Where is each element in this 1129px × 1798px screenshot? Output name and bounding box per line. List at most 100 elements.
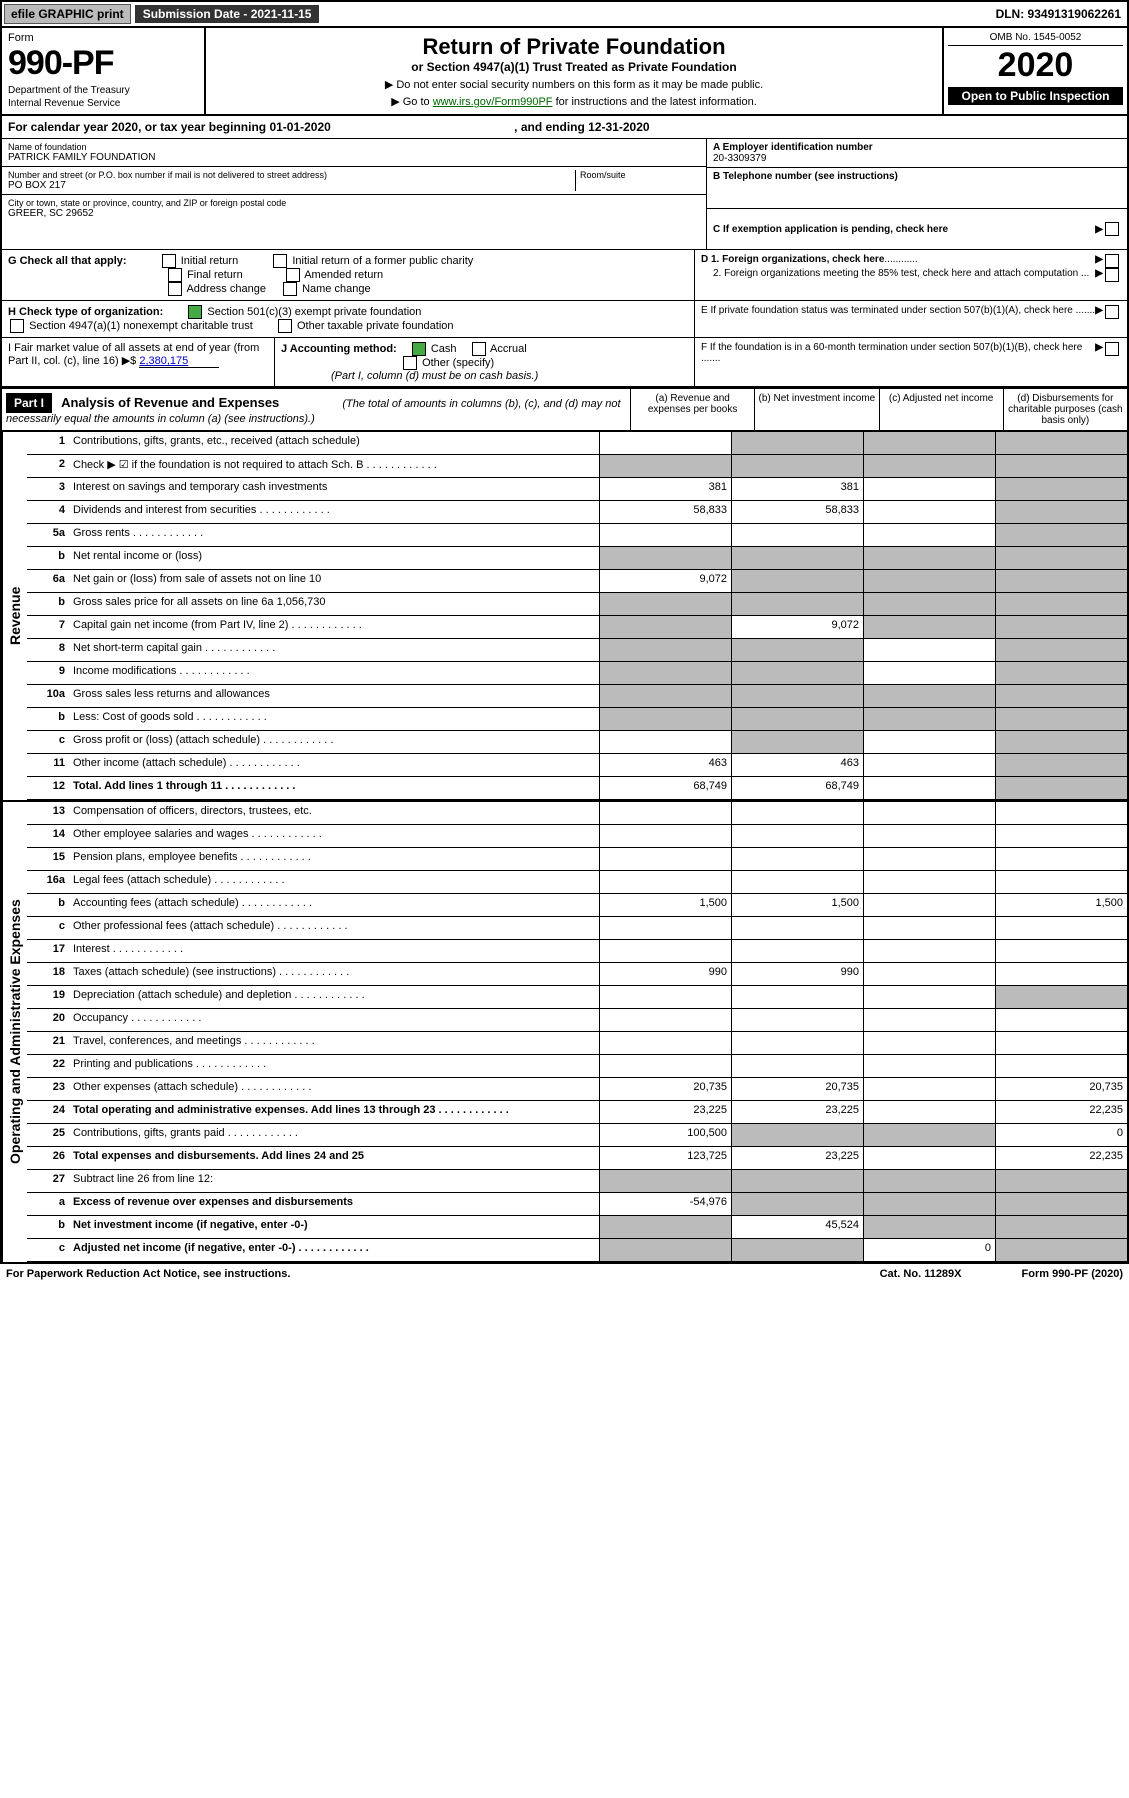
amount-cell [863,1170,995,1192]
d1-checkbox[interactable] [1105,254,1119,268]
amount-cell: 58,833 [731,501,863,523]
amount-cell [995,917,1127,939]
foundation-name-cell: Name of foundation PATRICK FAMILY FOUNDA… [2,139,706,167]
amount-cell: 23,225 [599,1101,731,1123]
tel-label: B Telephone number (see instructions) [713,171,1121,182]
amount-cell [863,894,995,916]
j-other-chk[interactable] [403,356,417,370]
g-chk-0[interactable] [162,254,176,268]
amount-cell [995,731,1127,753]
amount-cell [995,1009,1127,1031]
f-checkbox[interactable] [1105,342,1119,356]
amount-cell [995,432,1127,454]
amount-cell: 100,500 [599,1124,731,1146]
g-chk-1[interactable] [168,268,182,282]
j-accrual-chk[interactable] [472,342,486,356]
amount-cell [731,662,863,684]
amount-cell [599,524,731,546]
line-number: b [27,708,71,730]
table-row: 2Check ▶ ☑ if the foundation is not requ… [27,455,1127,478]
amount-cell [995,1216,1127,1238]
line-number: 1 [27,432,71,454]
line-number: 21 [27,1032,71,1054]
line-number: 12 [27,777,71,799]
table-row: 7Capital gain net income (from Part IV, … [27,616,1127,639]
amount-cell [995,1032,1127,1054]
amount-cell [731,524,863,546]
amount-cell [995,708,1127,730]
omb-number: OMB No. 1545-0052 [948,32,1123,46]
top-bar: efile GRAPHIC print Submission Date - 20… [0,0,1129,28]
line-number: 25 [27,1124,71,1146]
amount-cell [863,1101,995,1123]
amount-cell [599,639,731,661]
city-value: GREER, SC 29652 [8,208,700,219]
amount-cell [995,501,1127,523]
line-number: 8 [27,639,71,661]
amount-cell: 23,225 [731,1101,863,1123]
e-checkbox[interactable] [1105,305,1119,319]
amount-cell [863,871,995,893]
table-row: cGross profit or (loss) (attach schedule… [27,731,1127,754]
table-row: 8Net short-term capital gain [27,639,1127,662]
h-opt-3: Other taxable private foundation [297,320,454,332]
h-chk-3[interactable] [278,319,292,333]
g-chk-5[interactable] [283,282,297,296]
line-number: 14 [27,825,71,847]
line-number: 22 [27,1055,71,1077]
c-checkbox[interactable] [1105,222,1119,236]
amount-cell [599,547,731,569]
amount-cell [863,1216,995,1238]
g-chk-3[interactable] [273,254,287,268]
amount-cell [731,1032,863,1054]
revenue-table: Revenue 1Contributions, gifts, grants, e… [0,432,1129,802]
amount-cell: 20,735 [599,1078,731,1100]
amount-cell [995,570,1127,592]
amount-cell [995,616,1127,638]
d2-checkbox[interactable] [1105,268,1119,282]
line-description: Check ▶ ☑ if the foundation is not requi… [71,455,599,477]
amount-cell [599,871,731,893]
amount-cell [731,731,863,753]
j-cash-chk[interactable] [412,342,426,356]
table-row: aExcess of revenue over expenses and dis… [27,1193,1127,1216]
line-description: Total. Add lines 1 through 11 [71,777,599,799]
efile-button[interactable]: efile GRAPHIC print [4,4,131,24]
j-accrual: Accrual [490,343,527,355]
g-chk-4[interactable] [286,268,300,282]
table-row: 12Total. Add lines 1 through 1168,74968,… [27,777,1127,800]
line-number: 5a [27,524,71,546]
irs-link[interactable]: www.irs.gov/Form990PF [433,96,553,108]
amount-cell [863,524,995,546]
amount-cell: 9,072 [731,616,863,638]
tax-year: 2020 [948,46,1123,85]
g-opt-3: Initial return of a former public charit… [292,255,473,267]
form-number: 990-PF [8,44,198,83]
h-chk-2[interactable] [10,319,24,333]
section-i-j-f: I Fair market value of all assets at end… [0,338,1129,388]
amount-cell [731,825,863,847]
amount-cell [995,848,1127,870]
g-label: G Check all that apply: [8,255,127,267]
info-right: A Employer identification number 20-3309… [707,139,1127,249]
table-row: 13Compensation of officers, directors, t… [27,802,1127,825]
line-description: Capital gain net income (from Part IV, l… [71,616,599,638]
g-opt-5: Name change [302,283,371,295]
amount-cell: 990 [731,963,863,985]
amount-cell [731,570,863,592]
table-row: bNet investment income (if negative, ent… [27,1216,1127,1239]
amount-cell [863,848,995,870]
line-description: Subtract line 26 from line 12: [71,1170,599,1192]
line-description: Travel, conferences, and meetings [71,1032,599,1054]
table-row: bGross sales price for all assets on lin… [27,593,1127,616]
h-chk-1[interactable] [188,305,202,319]
amount-cell [731,455,863,477]
i-value: 2,380,175 [139,355,219,368]
header-left: Form 990-PF Department of the Treasury I… [2,28,206,114]
foundation-name: PATRICK FAMILY FOUNDATION [8,152,700,163]
amount-cell [995,685,1127,707]
amount-cell [995,547,1127,569]
amount-cell [863,616,995,638]
g-section: G Check all that apply: Initial return I… [2,250,694,300]
g-chk-2[interactable] [168,282,182,296]
